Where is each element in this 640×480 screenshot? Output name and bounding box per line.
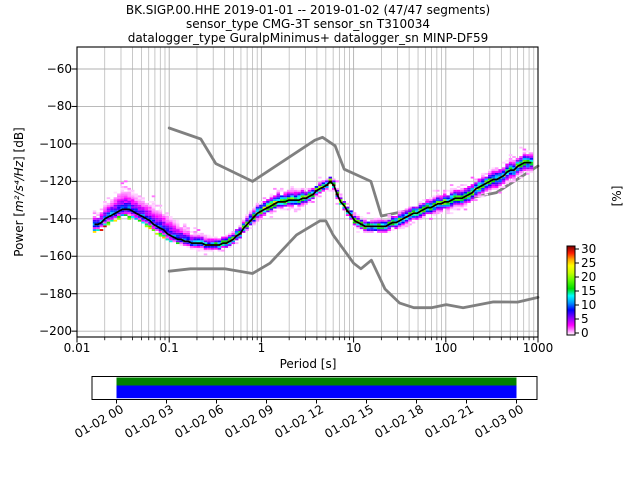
colorbar-gradient <box>567 246 575 335</box>
x-axis-label: Period [s] <box>279 357 337 371</box>
timeline <box>91 376 538 404</box>
colorbar-tick-label: 0 <box>581 326 589 340</box>
y-tick-label: −200 <box>39 324 72 339</box>
x-tick-label: 10 <box>345 341 362 355</box>
x-tick-label: 1 <box>257 341 266 355</box>
x-tick-label: 0.1 <box>159 341 179 355</box>
title-line-3: datalogger_type GuralpMinimus+ datalogge… <box>127 31 489 45</box>
colorbar-tick-label: 30 <box>581 242 597 256</box>
psd-mode-line <box>94 161 532 246</box>
colorbar <box>566 245 579 336</box>
y-tick-label: −80 <box>46 99 72 114</box>
psd-histogram <box>92 146 534 256</box>
colorbar-tick-label: 25 <box>581 256 597 270</box>
nlnm-curve <box>167 219 540 310</box>
plot-border <box>76 46 539 338</box>
x-tick-label: 100 <box>434 341 458 355</box>
colorbar-tick-label: 20 <box>581 270 597 284</box>
colorbar-tick-label: 15 <box>581 284 597 298</box>
title-line-1: BK.SIGP.00.HHE 2019-01-01 -- 2019-01-02 … <box>125 3 491 17</box>
y-tick-label: −160 <box>39 249 72 264</box>
x-tick-label: 0.01 <box>63 341 91 355</box>
y-tick-label: −120 <box>39 174 72 189</box>
y-tick-label: −180 <box>39 286 72 301</box>
timeline-coverage-bar <box>116 377 517 386</box>
colorbar-label: [%] <box>610 185 624 207</box>
y-tick-label: −140 <box>39 211 72 226</box>
timeline-segments-bar <box>116 385 517 399</box>
colorbar-tick-label: 10 <box>581 298 597 312</box>
title-line-2: sensor_type CMG-3T sensor_sn T310034 <box>185 17 431 31</box>
axis-ticks <box>71 68 539 343</box>
y-tick-label: −60 <box>46 62 72 76</box>
y-tick-label: −100 <box>39 136 72 151</box>
colorbar-tick-label: 5 <box>581 312 589 326</box>
x-tick-label: 1000 <box>522 341 554 355</box>
grid <box>76 47 539 337</box>
